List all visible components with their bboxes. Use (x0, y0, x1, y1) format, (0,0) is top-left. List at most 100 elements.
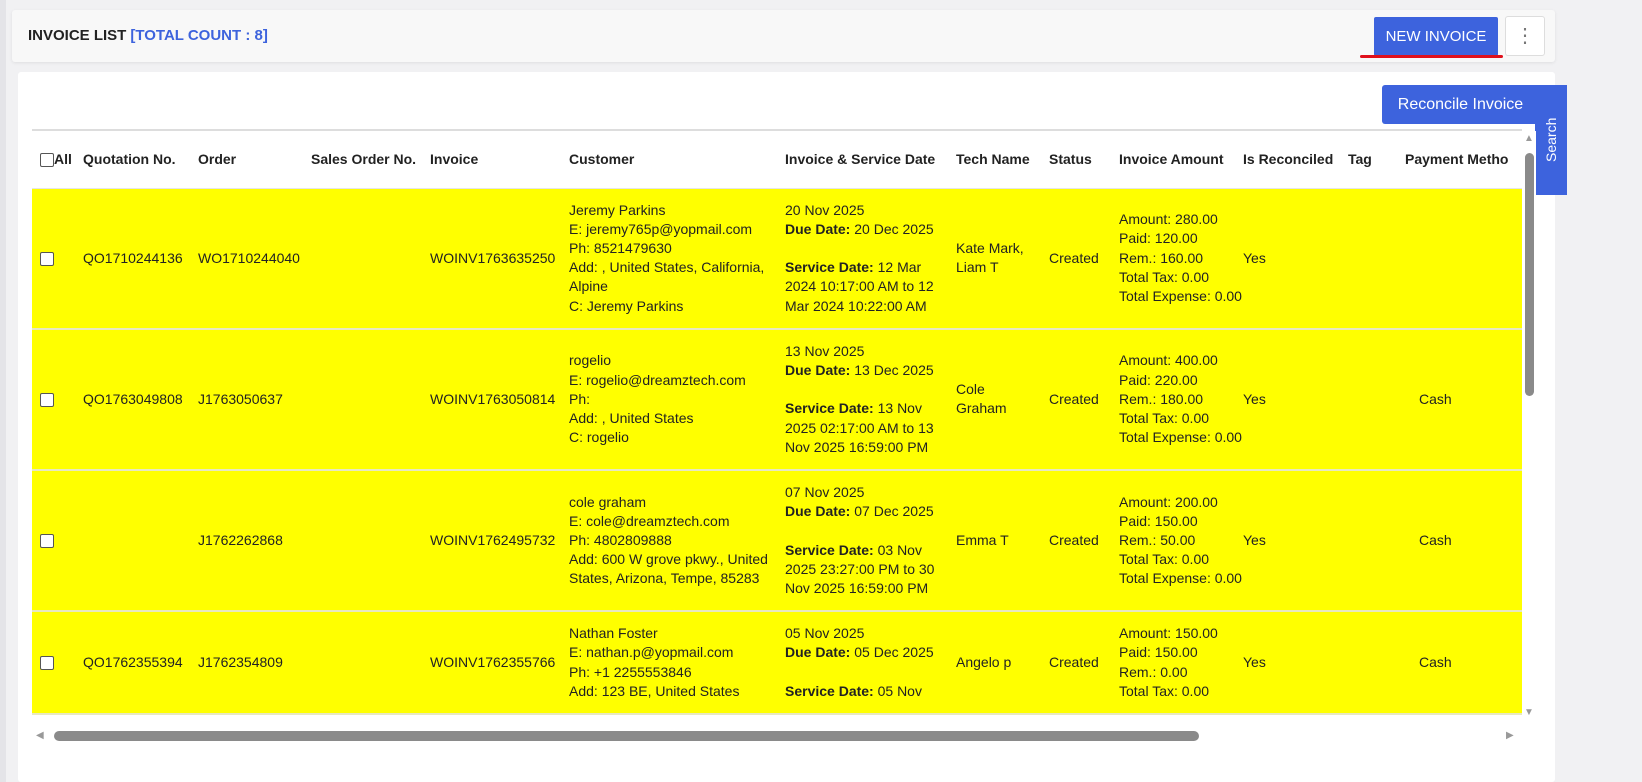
customer-line: C: rogelio (569, 429, 629, 446)
amount-line: Rem.: 180.00 (1119, 390, 1204, 407)
amount-line: Amount: 280.00 (1119, 211, 1218, 228)
quotation-cell (83, 469, 198, 613)
reconciled-cell: Yes (1243, 469, 1348, 613)
customer-line: E: cole@dreamztech.com (569, 512, 730, 529)
due-value: 05 Dec 2025 (854, 644, 934, 661)
amount-line: Amount: 150.00 (1119, 625, 1218, 642)
search-tab[interactable]: Search (1535, 85, 1567, 195)
column-header: Payment Metho (1405, 131, 1522, 189)
reconcile-invoice-button[interactable]: Reconcile Invoice (1382, 85, 1539, 124)
invoice-date: 20 Nov 2025 (785, 201, 865, 218)
amount-line: Total Tax: 0.00 (1119, 268, 1210, 285)
service-value: 03 Nov 2025 23:27:00 PM to 30 Nov 2025 1… (785, 541, 935, 596)
amount-line: Rem.: 50.00 (1119, 531, 1196, 548)
quotation: QO1762355394 (83, 653, 183, 670)
scroll-down-icon[interactable]: ▼ (1524, 707, 1534, 718)
tag-cell (1348, 611, 1405, 715)
is-reconciled: Yes (1243, 531, 1266, 548)
due-date: Due Date: 13 Dec 2025 (785, 361, 956, 380)
payment-method: Cash (1419, 653, 1452, 670)
horizontal-scroll-thumb[interactable] (54, 731, 1199, 741)
table-header: All Quotation No. Order Sales Order No. Invo… (32, 131, 1522, 189)
due-date: Due Date: 07 Dec 2025 (785, 502, 956, 521)
order[interactable]: J1762354809 (198, 653, 283, 670)
is-reconciled: Yes (1243, 249, 1266, 266)
amount-line: Paid: 220.00 (1119, 371, 1198, 388)
customer-cell: Nathan Foster E: nathan.p@yopmail.com Ph: … (569, 611, 785, 715)
service-date: Service Date: 13 Nov 2025 02:17:00 AM to… (785, 399, 956, 457)
service-value: 05 Nov (877, 682, 922, 699)
date-cell: 07 Nov 2025 Due Date: 07 Dec 2025 Service … (785, 469, 956, 613)
invoice[interactable]: WOINV1762355766 (430, 653, 556, 670)
customer-line: Nathan Foster (569, 625, 658, 642)
is-reconciled: Yes (1243, 653, 1266, 670)
invoice-date: 13 Nov 2025 (785, 342, 865, 359)
new-invoice-button[interactable]: NEW INVOICE (1374, 17, 1498, 56)
amount-line: Paid: 150.00 (1119, 644, 1198, 661)
column-header: Tech Name (956, 131, 1049, 189)
due-value: 13 Dec 2025 (854, 361, 934, 378)
vertical-scroll-thumb[interactable] (1525, 153, 1534, 396)
tech-cell: Emma T (956, 469, 1049, 613)
select-all-checkbox[interactable] (40, 153, 54, 168)
column-header-label: Customer (569, 151, 635, 168)
date-cell: 13 Nov 2025 Due Date: 13 Dec 2025 Service … (785, 328, 956, 471)
service-value: 12 Mar 2024 10:17:00 AM to 12 Mar 2024 1… (785, 259, 934, 314)
order-cell: J1763050637 (198, 328, 311, 471)
amount-cell: Amount: 280.00 Paid: 120.00 Rem.: 160.00 To… (1119, 188, 1243, 330)
amount-line: Total Expense: 0.00 (1119, 287, 1242, 304)
table-row[interactable]: QO1710244136 WO1710244040 WOINV1763635250 J… (32, 188, 1522, 330)
scroll-left-icon[interactable]: ◀ (36, 730, 44, 741)
invoice-date: 05 Nov 2025 (785, 625, 865, 642)
payment-cell: Cash (1405, 328, 1522, 471)
column-header-label: Payment Metho (1405, 151, 1509, 168)
column-header-label: Is Reconciled (1243, 151, 1334, 168)
status: Created (1049, 249, 1099, 266)
invoice[interactable]: WOINV1762495732 (430, 531, 556, 548)
row-checkbox[interactable] (40, 656, 54, 671)
invoice-cell: WOINV1763635250 (430, 188, 569, 330)
table-row[interactable]: J1762262868 WOINV1762495732 cole graham E: … (32, 469, 1522, 613)
table-row[interactable]: QO1762355394 J1762354809 WOINV1762355766 Na… (32, 611, 1522, 715)
payment-method: Cash (1419, 531, 1452, 548)
customer-cell: Jeremy Parkins E: jeremy765p@yopmail.com P… (569, 188, 785, 330)
customer-line: C: Jeremy Parkins (569, 297, 684, 314)
invoice-cell: WOINV1762495732 (430, 469, 569, 613)
tag-cell (1348, 469, 1405, 613)
amount-line: Paid: 120.00 (1119, 230, 1198, 247)
amount-cell: Amount: 150.00 Paid: 150.00 Rem.: 0.00 Tota… (1119, 611, 1243, 715)
column-header-label: Sales Order No. (311, 151, 417, 168)
row-select-cell (32, 188, 83, 330)
reconciled-cell: Yes (1243, 611, 1348, 715)
amount-line: Amount: 400.00 (1119, 352, 1218, 369)
order-cell: WO1710244040 (198, 188, 311, 330)
more-vertical-icon[interactable]: ⋮ (1505, 16, 1545, 56)
sales-order-cell (311, 469, 430, 613)
tech-name: Angelo p (956, 653, 1012, 670)
column-header: Is Reconciled (1243, 131, 1348, 189)
table-row[interactable]: QO1763049808 J1763050637 WOINV1763050814 ro… (32, 328, 1522, 471)
order[interactable]: J1762262868 (198, 531, 283, 548)
order[interactable]: J1763050637 (198, 390, 283, 407)
quotation-cell: QO1710244136 (83, 188, 198, 330)
customer-line: Add: 123 BE, United States (569, 682, 740, 699)
vertical-scrollbar[interactable]: ▲ ▼ (1522, 131, 1536, 728)
tech-cell: Angelo p (956, 611, 1049, 715)
row-checkbox[interactable] (40, 251, 54, 266)
column-header: Invoice (430, 131, 569, 189)
amount-line: Rem.: 0.00 (1119, 663, 1188, 680)
amount-line: Total Expense: 0.00 (1119, 429, 1242, 446)
order[interactable]: WO1710244040 (198, 249, 300, 266)
row-checkbox[interactable] (40, 534, 54, 549)
status: Created (1049, 653, 1099, 670)
service-date: Service Date: 03 Nov 2025 23:27:00 PM to… (785, 541, 956, 599)
invoice[interactable]: WOINV1763635250 (430, 249, 556, 266)
scroll-up-icon[interactable]: ▲ (1524, 133, 1534, 144)
status: Created (1049, 390, 1099, 407)
horizontal-scrollbar[interactable]: ◀ ▶ (32, 728, 1522, 744)
scroll-right-icon[interactable]: ▶ (1506, 730, 1514, 741)
reconciled-cell: Yes (1243, 188, 1348, 330)
row-checkbox[interactable] (40, 393, 54, 408)
invoice[interactable]: WOINV1763050814 (430, 390, 556, 407)
page-title: INVOICE LIST [TOTAL COUNT : 8] (28, 27, 268, 44)
